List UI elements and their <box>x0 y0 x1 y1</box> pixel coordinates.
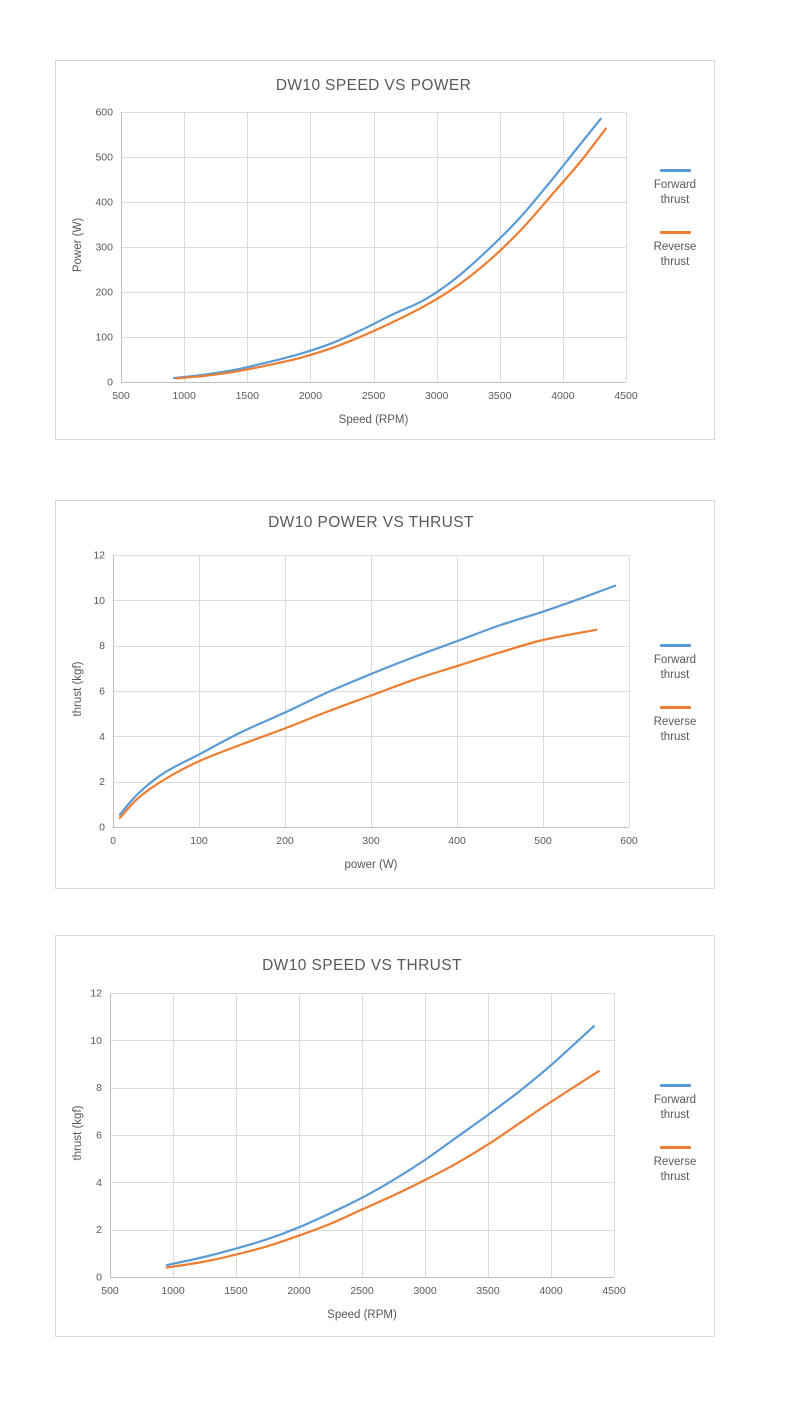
x-tick-label: 100 <box>190 835 208 847</box>
x-tick-label: 2500 <box>362 390 386 402</box>
y-tick-label: 6 <box>96 1130 102 1142</box>
x-tick-label: 500 <box>534 835 552 847</box>
reverse-thrust-line-swatch <box>659 1145 691 1149</box>
chart-title: DW10 POWER VS THRUST <box>268 514 474 531</box>
x-tick-label: 500 <box>101 1285 119 1297</box>
series-forward-curve <box>118 584 617 816</box>
y-tick-label: 300 <box>95 242 113 254</box>
x-tick-label: 1000 <box>172 390 196 402</box>
legend-item-reverse-thrust: Reverse thrust <box>639 1145 711 1185</box>
x-tick-label: 4500 <box>602 1285 626 1297</box>
chart-card-power-vs-thrust: DW10 POWER VS THRUST thrust (kgf) 0 100 20… <box>55 500 715 889</box>
reverse-thrust-line-swatch <box>659 705 691 709</box>
y-tick-label: 6 <box>99 686 105 698</box>
legend-item-forward-thrust: Forward thrust <box>639 169 711 208</box>
speed-vs-thrust-plot: 500 1000 1500 2000 2500 3000 3500 4000 4500 0 2 4 6 8… <box>90 988 626 1298</box>
x-axis-title: Speed (RPM) <box>338 414 409 426</box>
x-tick-label: 500 <box>112 390 130 402</box>
forward-thrust-line-swatch <box>659 644 691 647</box>
x-tick-label: 0 <box>110 835 116 847</box>
legend-label-reverse: Reverse thrust <box>653 1155 697 1183</box>
x-tick-label: 400 <box>448 835 466 847</box>
x-tick-label: 2000 <box>299 390 323 402</box>
series-forward-curve <box>165 1025 595 1267</box>
x-tick-label: 4000 <box>539 1285 563 1297</box>
legend-label-forward: Forward thrust <box>653 654 697 681</box>
chart-legend: Forward thrust Reverse thrust <box>639 1084 711 1185</box>
y-tick-label: 200 <box>95 287 113 299</box>
x-tick-label: 4000 <box>551 390 575 402</box>
legend-item-reverse-thrust: Reverse thrust <box>639 230 711 270</box>
x-tick-label: 1500 <box>224 1285 248 1297</box>
legend-label-reverse: Reverse thrust <box>653 240 697 268</box>
y-tick-label: 2 <box>96 1224 102 1236</box>
y-tick-label: 0 <box>96 1272 102 1284</box>
reverse-thrust-line-swatch <box>659 230 691 234</box>
chart-title: DW10 SPEED VS THRUST <box>262 957 462 974</box>
y-tick-label: 0 <box>99 822 105 834</box>
x-tick-label: 200 <box>276 835 294 847</box>
legend-item-reverse-thrust: Reverse thrust <box>639 705 711 745</box>
series-reverse-curve <box>118 628 598 820</box>
legend-label-reverse: Reverse thrust <box>653 715 697 743</box>
y-tick-label: 4 <box>99 731 105 743</box>
x-tick-label: 1000 <box>161 1285 185 1297</box>
chart-legend: Forward thrust Reverse thrust <box>639 169 711 270</box>
x-tick-label: 3000 <box>425 390 449 402</box>
y-tick-label: 10 <box>93 595 105 607</box>
y-tick-label: 10 <box>90 1035 102 1047</box>
y-tick-label: 400 <box>95 197 113 209</box>
series-reverse-curve <box>175 127 607 380</box>
chart-card-speed-vs-power: DW10 SPEED VS POWER Power (W) 500 1000 150… <box>55 60 715 440</box>
chart-card-speed-vs-thrust: DW10 SPEED VS THRUST thrust (kgf) 500 100… <box>55 935 715 1337</box>
y-tick-label: 2 <box>99 776 105 788</box>
legend-item-forward-thrust: Forward thrust <box>639 1084 711 1123</box>
x-axis-title: power (W) <box>344 859 398 871</box>
x-tick-label: 2500 <box>350 1285 374 1297</box>
series-reverse-curve <box>165 1070 600 1269</box>
legend-label-forward: Forward thrust <box>653 179 697 206</box>
x-tick-label: 4500 <box>614 390 638 402</box>
x-axis-title: Speed (RPM) <box>327 1309 397 1321</box>
chart-title: DW10 SPEED VS POWER <box>275 77 472 94</box>
y-tick-label: 500 <box>95 152 113 164</box>
y-tick-label: 600 <box>95 107 113 119</box>
legend-item-forward-thrust: Forward thrust <box>639 644 711 683</box>
y-tick-label: 100 <box>95 332 113 344</box>
x-tick-label: 3000 <box>413 1285 437 1297</box>
legend-label-forward: Forward thrust <box>653 1094 697 1121</box>
x-tick-label: 2000 <box>287 1285 311 1297</box>
forward-thrust-line-swatch <box>659 1084 691 1087</box>
x-tick-label: 3500 <box>488 390 512 402</box>
y-tick-label: 12 <box>90 988 102 1000</box>
y-tick-label: 8 <box>96 1082 102 1094</box>
y-tick-label: 12 <box>93 550 105 562</box>
x-tick-label: 300 <box>362 835 380 847</box>
y-tick-label: 4 <box>96 1177 102 1189</box>
forward-thrust-line-swatch <box>659 169 691 172</box>
x-tick-label: 1500 <box>236 390 260 402</box>
y-tick-label: 8 <box>99 640 105 652</box>
y-tick-label: 0 <box>107 377 113 389</box>
x-tick-label: 3500 <box>476 1285 500 1297</box>
x-tick-label: 600 <box>620 835 638 847</box>
power-vs-thrust-plot: 0 100 200 300 400 500 600 0 2 4 6 8 10 12 <box>93 550 638 848</box>
speed-vs-power-plot: 500 1000 1500 2000 2500 3000 3500 4000 4500 0 100 2… <box>95 107 638 403</box>
chart-legend: Forward thrust Reverse thrust <box>639 644 711 745</box>
series-forward-curve <box>172 117 602 380</box>
